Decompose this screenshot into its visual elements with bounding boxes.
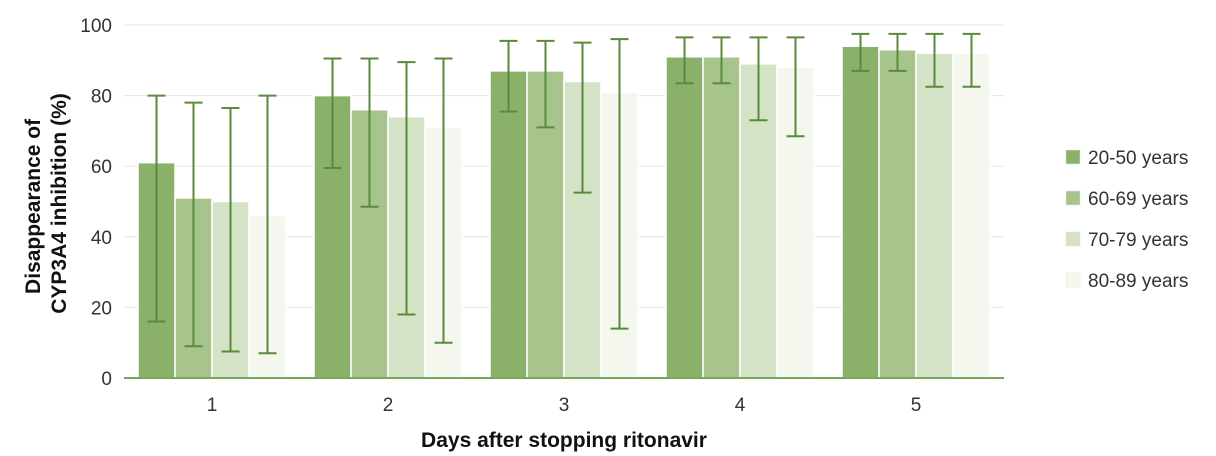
legend-label: 80-89 years <box>1088 271 1188 292</box>
y-axis-title: Disappearance of CYP3A4 inhibition (%) <box>22 93 71 314</box>
x-tick-label: 2 <box>383 395 394 416</box>
y-tick-label: 0 <box>101 369 112 390</box>
x-tick-label: 4 <box>735 395 746 416</box>
bar <box>702 56 741 379</box>
y-axis-title-line-2: CYP3A4 inhibition (%) <box>48 93 71 314</box>
legend-swatch <box>1065 231 1081 247</box>
legend: 20-50 years 60-69 years 70-79 years 80-89 y… <box>1065 148 1188 292</box>
bar <box>841 45 880 379</box>
y-tick-labels: 0 20 40 60 80 100 <box>80 16 112 390</box>
bars <box>137 45 991 379</box>
y-tick-label: 60 <box>91 157 112 178</box>
x-tick-label: 5 <box>911 395 922 416</box>
x-axis-title: Days after stopping ritonavir <box>421 429 707 452</box>
bar <box>915 52 954 379</box>
y-axis-title-line-1: Disappearance of <box>22 118 45 294</box>
y-tick-label: 80 <box>91 87 112 108</box>
bar <box>489 70 528 379</box>
x-tick-labels: 1 2 3 4 5 <box>207 395 922 416</box>
error-bars <box>147 32 981 355</box>
bar <box>878 48 917 379</box>
legend-swatch <box>1065 149 1081 165</box>
legend-swatch <box>1065 190 1081 206</box>
y-tick-label: 100 <box>80 16 112 37</box>
legend-label: 60-69 years <box>1088 189 1188 210</box>
y-tick-label: 20 <box>91 298 112 319</box>
bar <box>952 52 991 379</box>
y-tick-label: 40 <box>91 228 112 249</box>
legend-label: 20-50 years <box>1088 148 1188 169</box>
bar <box>665 56 704 379</box>
x-tick-label: 1 <box>207 395 218 416</box>
legend-label: 70-79 years <box>1088 230 1188 251</box>
x-tick-label: 3 <box>559 395 570 416</box>
legend-swatch <box>1065 272 1081 288</box>
